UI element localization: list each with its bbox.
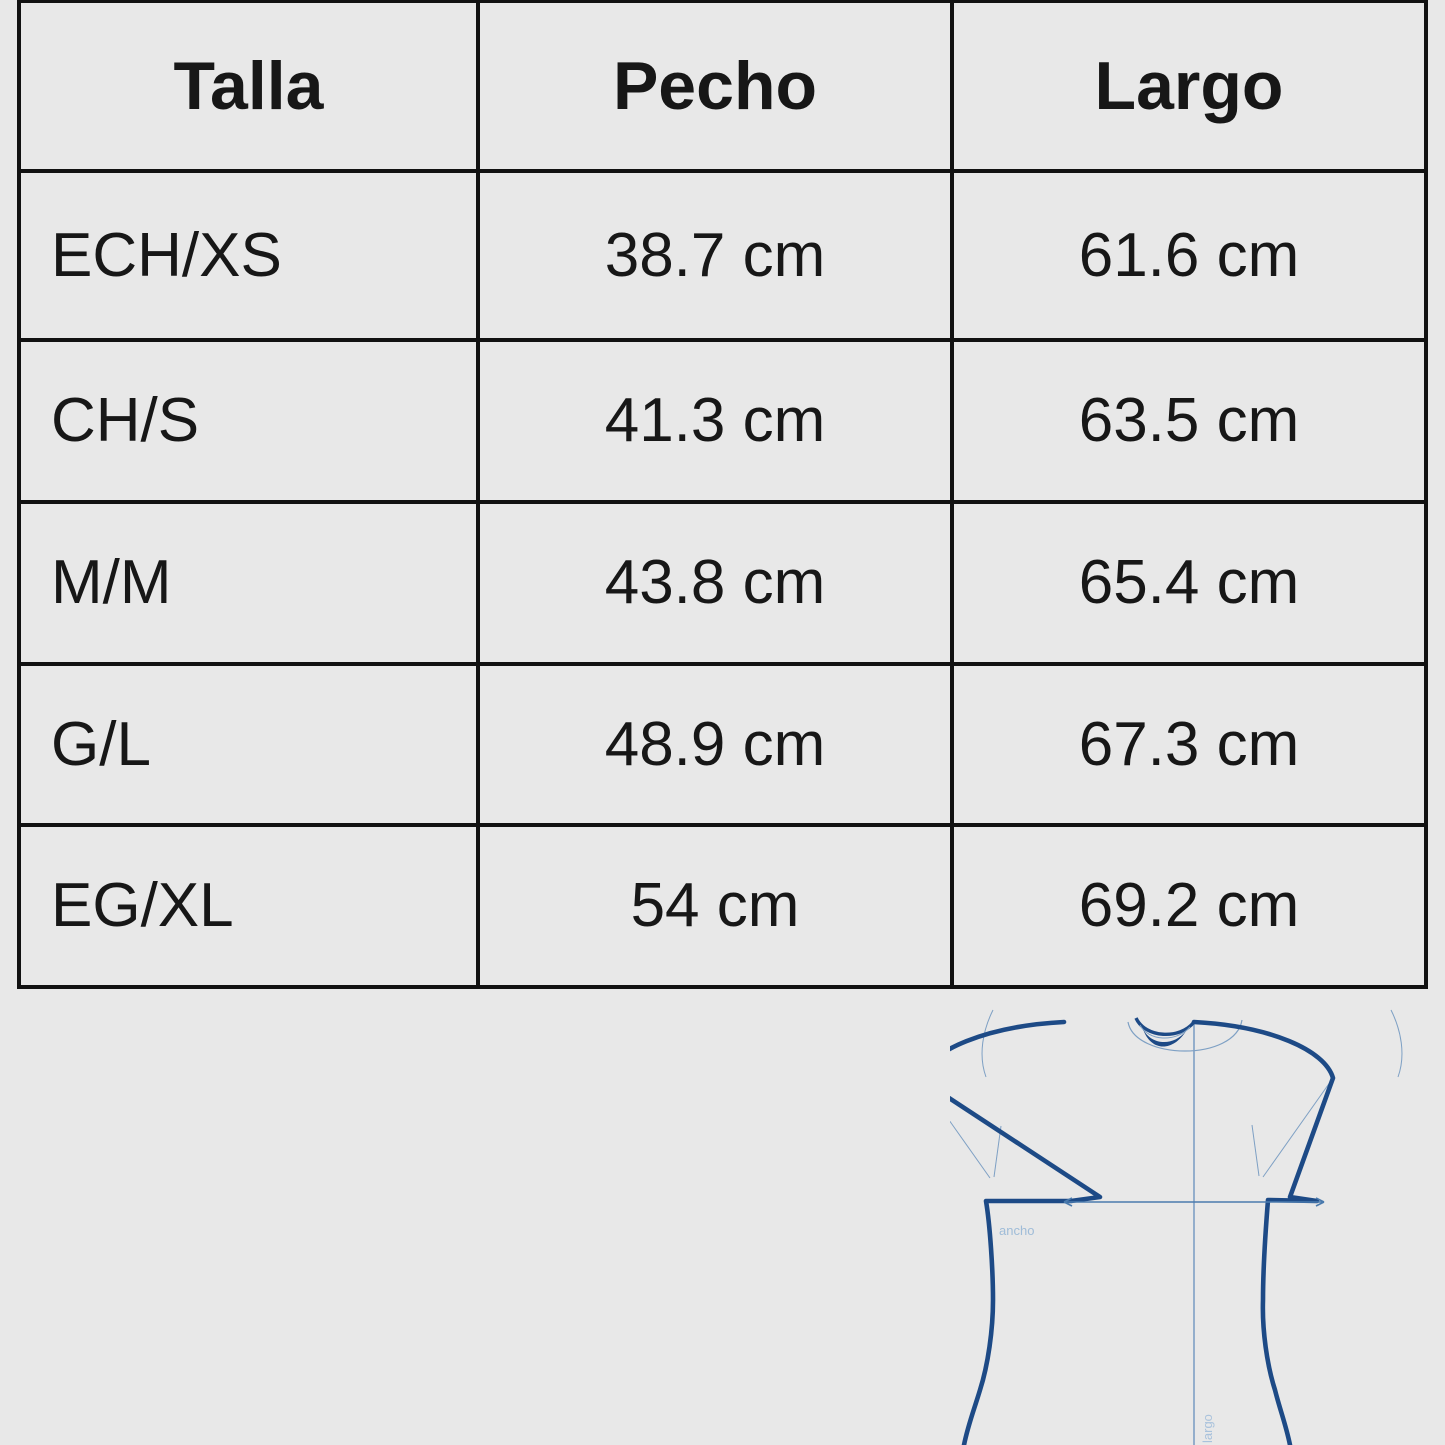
svg-text:ancho: ancho: [999, 1223, 1034, 1238]
svg-text:largo: largo: [1200, 1414, 1215, 1443]
